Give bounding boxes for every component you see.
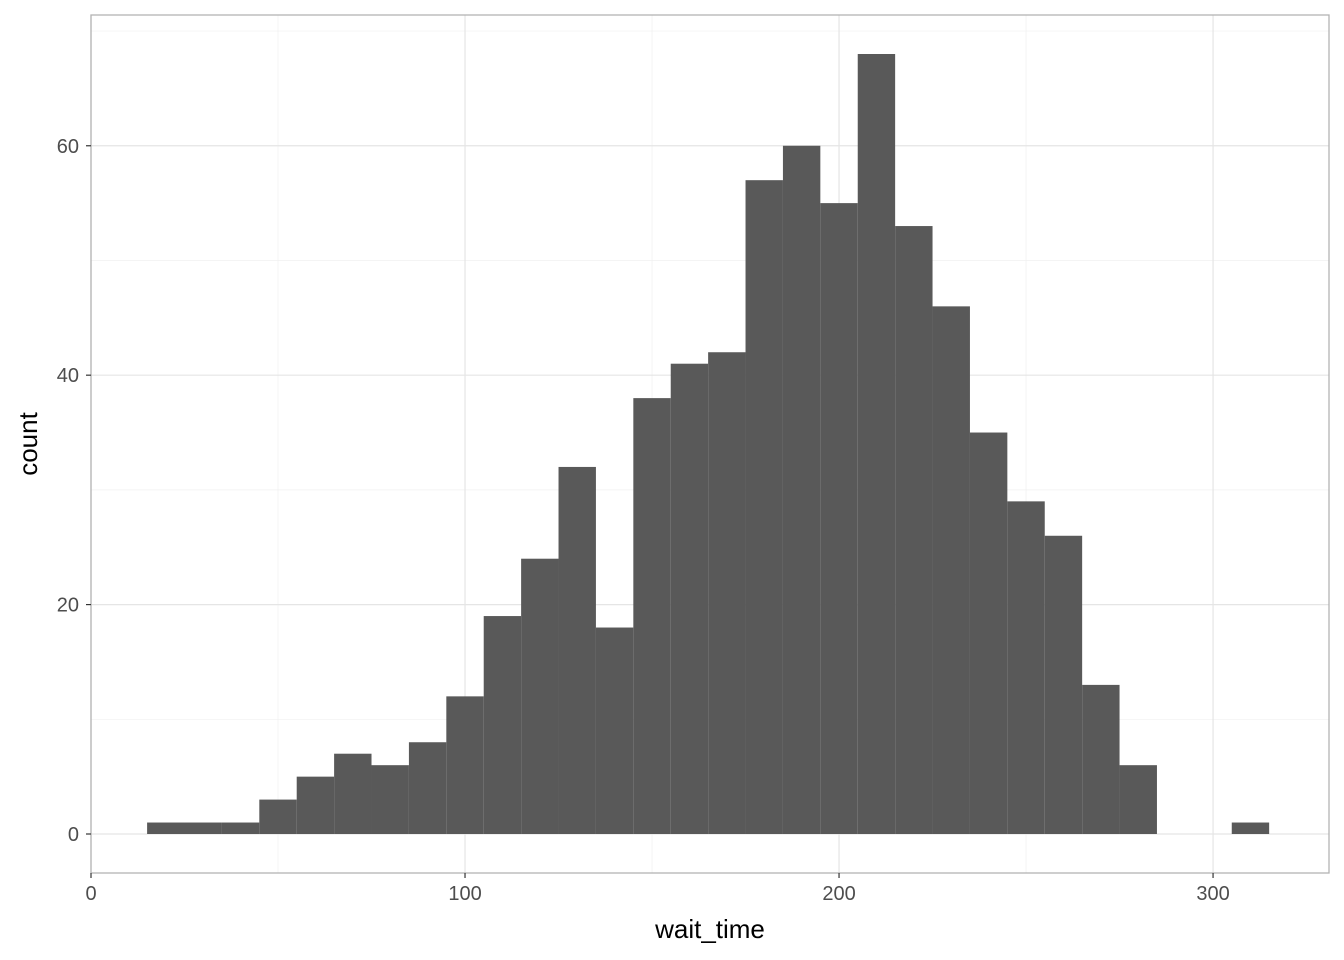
- x-tick-label: 100: [448, 883, 481, 905]
- histogram-bar: [820, 203, 858, 834]
- histogram-bar: [446, 696, 484, 834]
- histogram-bar: [969, 432, 1008, 834]
- histogram-bar: [633, 398, 671, 834]
- histogram-bar: [1044, 535, 1083, 834]
- histogram-bar: [259, 799, 297, 834]
- histogram-bar: [184, 822, 222, 834]
- histogram-bar: [932, 306, 970, 835]
- histogram-bar: [221, 822, 260, 834]
- x-tick-label: 200: [822, 883, 855, 905]
- histogram-bar: [670, 363, 709, 834]
- panel-border: [90, 14, 1330, 874]
- histogram-bar: [1119, 765, 1157, 834]
- histogram-bar: [1231, 822, 1270, 834]
- histogram-bar: [708, 352, 746, 834]
- histogram-bar: [595, 627, 634, 834]
- x-axis-title: wait_time: [654, 914, 765, 944]
- histogram-bar: [745, 180, 783, 835]
- y-tick-label: 60: [57, 136, 79, 158]
- histogram-bar: [558, 466, 596, 834]
- x-tick-label: 300: [1196, 883, 1229, 905]
- histogram-bar: [895, 226, 933, 834]
- axes: 0 100 200 300 0 20 40 60: [57, 136, 1230, 905]
- histogram-bar: [1082, 684, 1120, 834]
- histogram-bar: [782, 145, 821, 834]
- histogram-bar: [483, 616, 522, 834]
- y-tick-label: 40: [57, 365, 79, 387]
- y-axis-title: count: [13, 411, 43, 475]
- histogram-bar: [408, 742, 447, 834]
- histogram-bar: [334, 753, 372, 834]
- histogram-bar: [857, 54, 896, 834]
- x-tick-label: 0: [85, 883, 96, 905]
- histogram-bars: [147, 54, 1270, 835]
- histogram-bar: [147, 822, 185, 834]
- histogram-bar: [371, 765, 409, 834]
- y-tick-label: 20: [57, 595, 79, 617]
- histogram-bar: [1007, 501, 1045, 834]
- histogram-bar: [296, 776, 335, 834]
- histogram-bar: [521, 558, 559, 834]
- y-tick-label: 0: [68, 824, 79, 846]
